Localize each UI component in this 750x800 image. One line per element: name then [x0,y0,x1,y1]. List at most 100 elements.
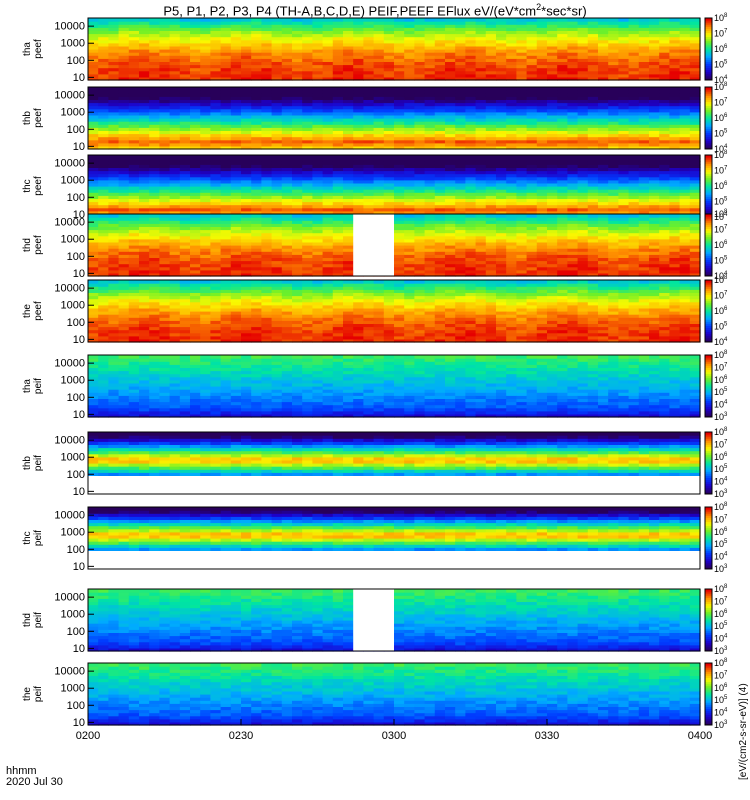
heatmap-cell [485,73,497,78]
heatmap-cell [302,263,313,268]
heatmap-cell [281,45,293,50]
heatmap-cell [241,145,252,150]
heatmap-cell [496,272,507,277]
heatmap-cell [557,39,568,44]
heatmap-cell [485,67,497,72]
heatmap-cell [445,67,456,72]
colorbar-swatch [705,18,712,21]
heatmap-cell [689,49,701,53]
heatmap-cell [679,87,691,91]
heatmap-cell [649,186,660,190]
heatmap-cell [577,61,589,66]
heatmap-cell [587,161,599,165]
heatmap-cell [496,18,507,22]
heatmap-cell [169,207,181,212]
heatmap-cell [496,220,507,224]
heatmap-cell [587,27,599,31]
heatmap-cell [547,223,558,227]
heatmap-cell [526,61,538,66]
heatmap-cell [577,114,589,119]
heatmap-cell [312,133,324,138]
heatmap-cell [210,114,222,119]
heatmap-cell [394,272,405,277]
colorbar-swatch [705,99,712,102]
heatmap-cell [363,64,375,69]
colorbar-swatch [705,118,712,121]
heatmap-cell [628,173,640,178]
colorbar-swatch [705,196,712,199]
heatmap-cell [139,45,150,50]
heatmap-cell [455,210,466,215]
heatmap-cell [179,55,191,59]
heatmap-cell [332,201,344,206]
heatmap-cell [577,99,589,104]
heatmap-cell [526,121,538,125]
heatmap-cell [98,173,109,178]
heatmap-cell [353,182,364,187]
heatmap-cell [210,105,222,110]
heatmap-cell [445,114,456,119]
heatmap-cell [628,121,640,125]
heatmap-cell [394,127,405,131]
heatmap-cell [649,105,660,110]
heatmap-cell [98,179,109,184]
heatmap-cell [649,18,660,22]
heatmap-cell [159,39,171,44]
heatmap-cell [241,130,252,135]
heatmap-cell [659,170,670,175]
heatmap-cell [608,167,619,172]
heatmap-cell [139,229,150,234]
heatmap-cell [414,133,426,138]
heatmap-cell [210,76,222,81]
heatmap-cell [179,189,191,193]
heatmap-cell [139,226,150,231]
heatmap-cell [179,99,191,104]
heatmap-cell [292,238,303,243]
heatmap-cell [383,93,395,97]
heatmap-cell [445,176,456,181]
heatmap-cell [628,136,640,141]
heatmap-cell [434,226,446,231]
heatmap-cell [169,167,181,172]
heatmap-cell [649,118,660,122]
heatmap-cell [271,18,283,22]
heatmap-cell [383,76,395,81]
heatmap-cell [271,136,283,141]
heatmap-cell [404,55,415,59]
heatmap-cell [169,238,181,243]
heatmap-cell [159,248,171,252]
heatmap-cell [445,145,456,150]
heatmap-cell [598,145,609,150]
heatmap-cell [210,235,222,240]
heatmap-cell [608,139,619,144]
heatmap-cell [689,142,701,147]
heatmap-cell [261,45,273,50]
heatmap-cell [251,229,262,234]
heatmap-cell [404,52,415,56]
heatmap-cell [465,251,477,255]
heatmap-cell [567,179,579,184]
heatmap-cell [281,87,293,91]
heatmap-cell [128,266,140,271]
heatmap-cell [455,164,466,168]
heatmap-cell [638,186,650,190]
heatmap-cell [557,182,568,187]
heatmap-cell [220,272,232,277]
heatmap-cell [332,195,344,199]
heatmap-cell [577,136,589,141]
heatmap-cell [577,158,589,162]
heatmap-cell [241,76,252,81]
heatmap-cell [271,207,283,212]
heatmap-cell [689,24,701,28]
heatmap-cell [200,217,211,221]
heatmap-cell [312,33,324,38]
heatmap-cell [322,73,334,78]
heatmap-cell [200,220,211,224]
heatmap-cell [108,90,120,94]
heatmap-cell [159,269,171,274]
heatmap-cell [567,130,579,135]
heatmap-cell [353,70,364,75]
heatmap-cell [526,136,538,141]
colorbar-swatch [705,46,712,50]
heatmap-cell [312,167,324,172]
